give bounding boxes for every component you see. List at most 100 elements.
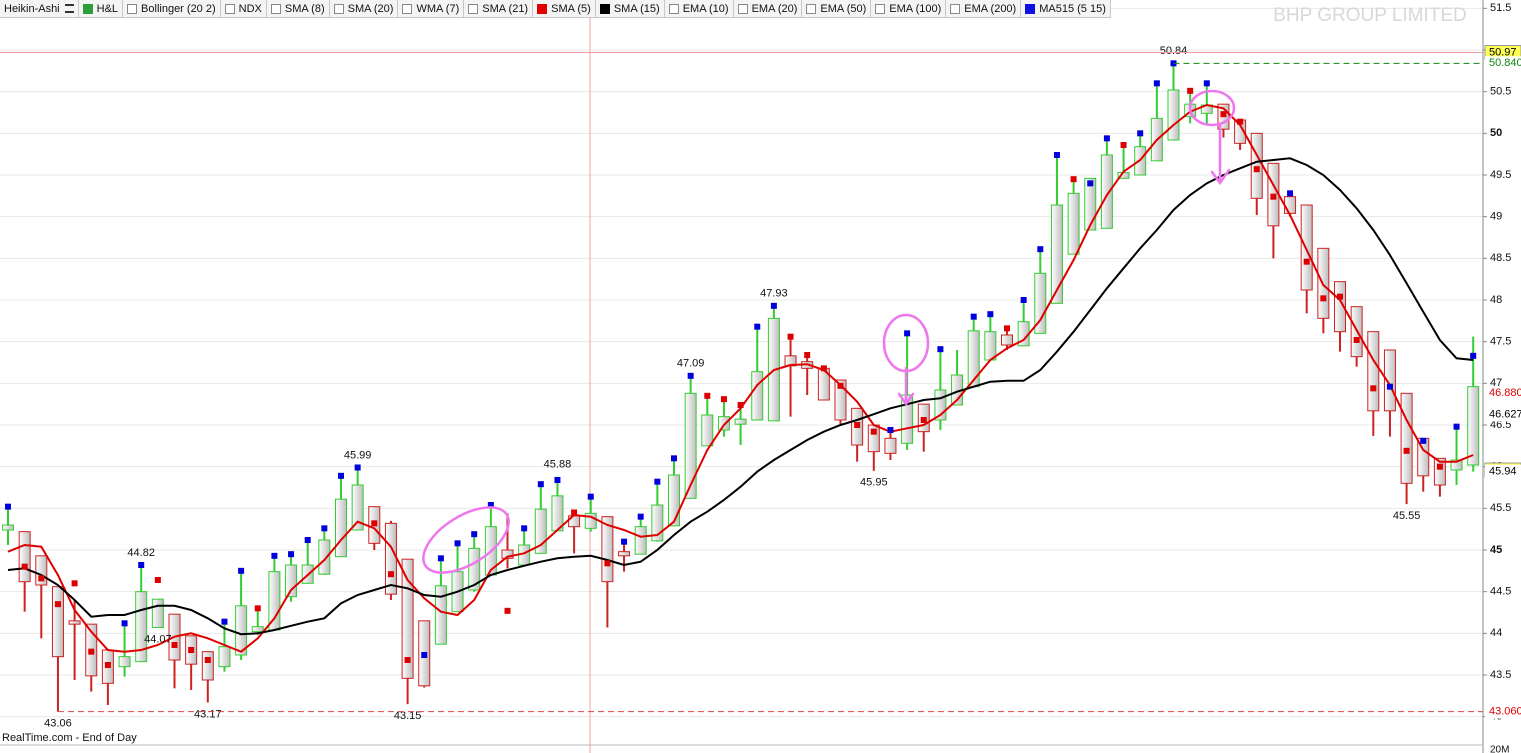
signal-marker — [887, 427, 894, 433]
toolbar-item[interactable]: Bollinger (20 2) — [123, 0, 221, 17]
candle-body — [251, 626, 264, 633]
toolbar-checkbox[interactable] — [402, 3, 413, 14]
freehand-arrow — [1210, 123, 1231, 186]
signal-marker — [1287, 190, 1294, 197]
toolbar-item[interactable]: EMA (10) — [665, 0, 734, 17]
signal-marker — [654, 478, 661, 485]
price-label-box — [1485, 386, 1521, 401]
candle-body — [984, 331, 997, 361]
y-tick-label: 45.5 — [1490, 502, 1511, 514]
signal-marker — [88, 648, 95, 655]
signal-marker — [1470, 352, 1477, 359]
toolbar-checkbox[interactable] — [1025, 3, 1036, 14]
toolbar-checkbox[interactable] — [806, 3, 817, 14]
y-tick-label: 48.5 — [1490, 252, 1511, 264]
toolbar-item[interactable]: SMA (15) — [596, 0, 665, 17]
signal-marker — [304, 537, 311, 543]
indicator-toolbar: Heikin-Ashi H&L Bollinger (20 2) NDX SMA (8)… — [0, 0, 1111, 18]
signal-marker — [687, 372, 694, 379]
candle-body — [1450, 459, 1463, 471]
signal-marker — [637, 513, 644, 520]
toolbar-checkbox[interactable] — [333, 3, 344, 14]
candle-body — [834, 379, 847, 421]
toolbar-item[interactable]: SMA (8) — [267, 0, 330, 17]
toolbar-item[interactable]: EMA (20) — [734, 0, 803, 17]
toolbar-item[interactable]: EMA (50) — [802, 0, 872, 17]
toolbar-checkbox[interactable] — [737, 3, 748, 14]
freehand-circle — [1188, 89, 1236, 127]
toolbar-checkbox[interactable] — [950, 3, 961, 14]
toolbar-item[interactable]: SMA (5) — [533, 0, 596, 17]
toolbar-checkbox[interactable] — [127, 3, 138, 14]
toolbar-item[interactable]: SMA (20) — [330, 0, 399, 17]
extreme-label: 45.88 — [544, 459, 572, 471]
candle-body — [618, 551, 631, 557]
signal-marker — [621, 538, 628, 545]
signal-marker — [221, 618, 228, 625]
signal-marker — [1020, 297, 1027, 303]
freehand-annotations — [422, 89, 1236, 574]
candle-body — [717, 416, 730, 431]
signal-marker — [1353, 337, 1360, 343]
signal-marker — [487, 502, 494, 508]
signal-marker — [1137, 130, 1144, 137]
signal-marker — [5, 503, 11, 510]
toolbar-checkbox[interactable] — [875, 3, 886, 14]
signal-marker — [271, 552, 278, 559]
toolbar-label: Bollinger (20 2) — [141, 2, 216, 15]
toolbar-item[interactable]: MA515 (5 15) — [1021, 0, 1111, 17]
toolbar-item[interactable]: WMA (7) — [398, 0, 465, 17]
candle-body — [1367, 331, 1380, 412]
toolbar-item[interactable]: Heikin-Ashi — [0, 0, 79, 17]
toolbar-checkbox[interactable] — [82, 3, 93, 14]
candle-body — [1300, 204, 1313, 291]
candle-body — [285, 564, 298, 598]
toolbar-checkbox[interactable] — [537, 3, 548, 14]
toolbar-checkbox[interactable] — [224, 3, 235, 14]
signal-marker — [587, 493, 594, 500]
price-label: 50.97 — [1489, 46, 1517, 58]
candle-body — [668, 474, 680, 527]
candle-body — [684, 392, 697, 499]
signal-marker — [321, 525, 328, 532]
y-tick-label: 43.5 — [1490, 669, 1511, 681]
signal-marker — [188, 647, 195, 653]
signal-marker — [121, 620, 128, 627]
signal-marker — [1120, 142, 1127, 148]
toolbar-label: Heikin-Ashi — [4, 2, 60, 15]
toolbar-item[interactable]: EMA (100) — [871, 0, 947, 17]
signal-marker — [1453, 423, 1460, 430]
chart-type-icon[interactable] — [64, 4, 74, 13]
candle-body — [235, 605, 248, 656]
signal-marker — [987, 311, 994, 318]
y-tick-label: 50.5 — [1490, 86, 1511, 98]
signal-marker — [54, 601, 61, 608]
toolbar-checkbox[interactable] — [468, 3, 479, 14]
signal-marker — [504, 607, 511, 614]
signal-marker — [770, 302, 777, 309]
candle-body — [584, 512, 597, 529]
toolbar-label: EMA (20) — [751, 2, 798, 15]
toolbar-label: SMA (8) — [284, 2, 325, 15]
extreme-label: 43.06 — [44, 718, 72, 730]
candle-body — [201, 651, 214, 681]
candle-body — [934, 389, 947, 421]
signal-marker — [104, 662, 111, 668]
signal-marker — [754, 323, 761, 330]
toolbar-checkbox[interactable] — [270, 3, 281, 14]
candle-body — [651, 504, 664, 542]
toolbar-checkbox[interactable] — [668, 3, 679, 14]
candle-body — [1284, 196, 1297, 214]
signal-marker — [554, 477, 561, 483]
toolbar-item[interactable]: H&L — [79, 0, 124, 17]
toolbar-item[interactable]: EMA (200) — [946, 0, 1022, 17]
toolbar-checkbox[interactable] — [599, 3, 610, 14]
toolbar-item[interactable]: NDX — [221, 0, 267, 17]
toolbar-label: SMA (5) — [551, 2, 591, 15]
signal-marker — [837, 382, 844, 389]
signal-marker — [371, 520, 378, 527]
candle-body — [601, 516, 614, 583]
candle-body — [1050, 204, 1063, 304]
candle-body — [2, 524, 14, 531]
toolbar-item[interactable]: SMA (21) — [464, 0, 534, 17]
